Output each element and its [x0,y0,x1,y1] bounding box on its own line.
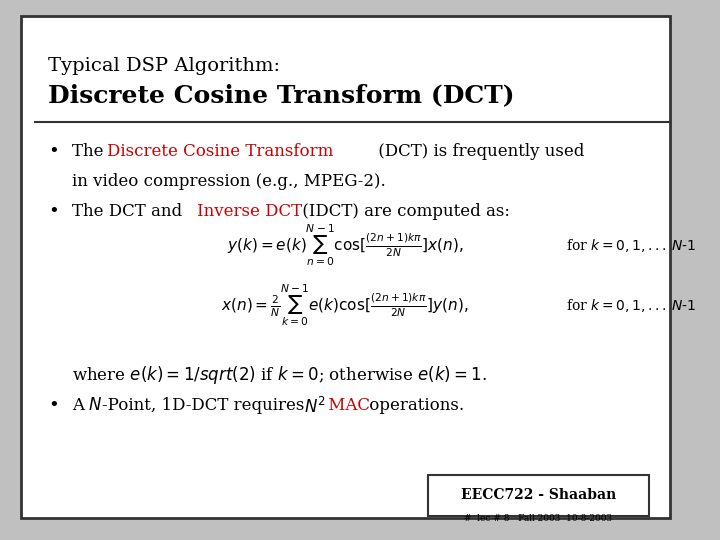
Text: for $k = 0, 1,...\,N\text{-}1$: for $k = 0, 1,...\,N\text{-}1$ [566,237,696,254]
Text: Discrete Cosine Transform (DCT): Discrete Cosine Transform (DCT) [48,84,515,107]
Text: (DCT) is frequently used: (DCT) is frequently used [373,143,584,160]
FancyBboxPatch shape [21,16,670,518]
Text: (IDCT) are computed as:: (IDCT) are computed as: [297,202,510,219]
FancyBboxPatch shape [428,475,649,516]
Text: -Point, 1D-DCT requires: -Point, 1D-DCT requires [102,397,310,414]
Text: MAC: MAC [323,397,370,414]
Text: •: • [48,397,59,415]
Text: •: • [48,143,59,161]
Text: The DCT and: The DCT and [73,202,188,219]
Text: in video compression (e.g., MPEG-2).: in video compression (e.g., MPEG-2). [73,173,386,190]
Text: $x(n) = \frac{2}{N}\sum_{k=0}^{N-1}e(k)\cos[\frac{(2n+1)k\pi}{2N}]y(n),$: $x(n) = \frac{2}{N}\sum_{k=0}^{N-1}e(k)\… [222,282,469,328]
Text: $N$: $N$ [89,397,102,414]
Text: operations.: operations. [364,397,464,414]
Text: #  lec # 8   Fall 2003  10-8-2003: # lec # 8 Fall 2003 10-8-2003 [464,514,613,523]
Text: •: • [48,202,59,220]
Text: for $k = 0, 1,...\,N\text{-}1$: for $k = 0, 1,...\,N\text{-}1$ [566,296,696,314]
Text: EECC722 - Shaaban: EECC722 - Shaaban [461,488,616,502]
Text: The: The [73,143,109,160]
Text: Typical DSP Algorithm:: Typical DSP Algorithm: [48,57,280,75]
Text: where $e(k) = 1/sqrt(2)$ if $k = 0$; otherwise $e(k) = 1$.: where $e(k) = 1/sqrt(2)$ if $k = 0$; oth… [73,364,487,387]
Text: A: A [73,397,90,414]
Text: $N^2$: $N^2$ [304,397,325,417]
Text: Discrete Cosine Transform: Discrete Cosine Transform [107,143,333,160]
Text: Inverse DCT: Inverse DCT [197,202,302,219]
Text: $y(k) = e(k)\sum_{n=0}^{N-1}\cos[\frac{(2n+1)k\pi}{2N}]x(n),$: $y(k) = e(k)\sum_{n=0}^{N-1}\cos[\frac{(… [227,223,464,268]
